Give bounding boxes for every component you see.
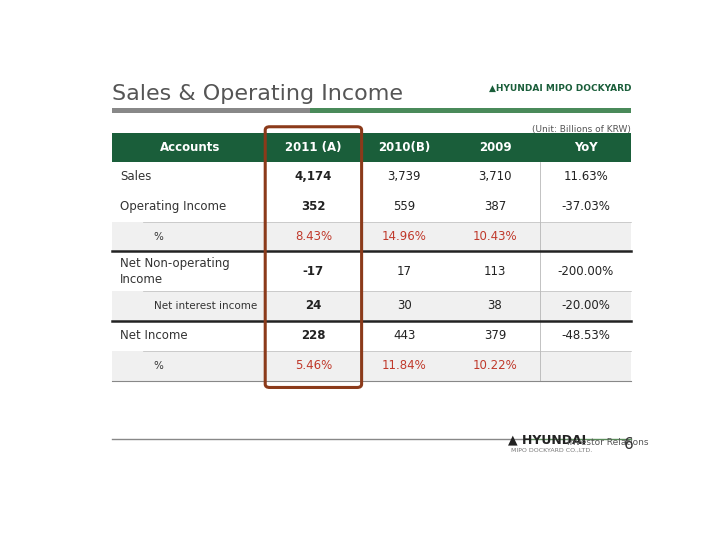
- Text: 4,174: 4,174: [294, 170, 332, 183]
- Text: -37.03%: -37.03%: [562, 200, 611, 213]
- Text: %: %: [154, 232, 163, 241]
- Text: 228: 228: [301, 329, 325, 342]
- Bar: [112, 161, 631, 192]
- Bar: [541, 133, 631, 161]
- Text: -17: -17: [303, 265, 324, 278]
- Text: -200.00%: -200.00%: [558, 265, 614, 278]
- Text: 11.63%: 11.63%: [564, 170, 608, 183]
- Text: -48.53%: -48.53%: [562, 329, 611, 342]
- Text: 10.22%: 10.22%: [472, 359, 518, 373]
- Text: 10.43%: 10.43%: [473, 230, 518, 243]
- Bar: [112, 192, 631, 221]
- Text: 38: 38: [487, 300, 503, 313]
- Text: 113: 113: [484, 265, 506, 278]
- Text: Investor Relations: Investor Relations: [567, 437, 649, 447]
- Text: %: %: [154, 361, 163, 371]
- Bar: [449, 133, 541, 161]
- Text: 24: 24: [305, 300, 322, 313]
- Text: 387: 387: [484, 200, 506, 213]
- Text: ▲ HYUNDAI: ▲ HYUNDAI: [508, 434, 587, 447]
- Text: ▲HYUNDAI MIPO DOCKYARD: ▲HYUNDAI MIPO DOCKYARD: [489, 84, 631, 92]
- Text: 3,710: 3,710: [478, 170, 512, 183]
- Bar: [112, 133, 268, 161]
- Text: Accounts: Accounts: [160, 141, 220, 154]
- Text: 559: 559: [393, 200, 415, 213]
- Text: Net Income: Net Income: [120, 329, 188, 342]
- Text: 11.84%: 11.84%: [382, 359, 426, 373]
- Text: -20.00%: -20.00%: [562, 300, 611, 313]
- Bar: [112, 107, 310, 113]
- Text: MIPO DOCKYARD CO.,LTD.: MIPO DOCKYARD CO.,LTD.: [511, 447, 593, 453]
- Bar: [268, 133, 359, 161]
- Text: (Unit: Billions of KRW): (Unit: Billions of KRW): [532, 125, 631, 134]
- Text: 3,739: 3,739: [387, 170, 421, 183]
- Text: Sales: Sales: [120, 170, 151, 183]
- Text: 2011 (A): 2011 (A): [285, 141, 342, 154]
- Text: 2010(B): 2010(B): [378, 141, 431, 154]
- Bar: [112, 252, 631, 291]
- Text: 2009: 2009: [479, 141, 511, 154]
- Text: Sales & Operating Income: Sales & Operating Income: [112, 84, 403, 104]
- Bar: [112, 351, 631, 381]
- Text: 443: 443: [393, 329, 415, 342]
- Text: Net interest income: Net interest income: [154, 301, 257, 311]
- Bar: [112, 291, 631, 321]
- Text: Net Non-operating
Income: Net Non-operating Income: [120, 256, 230, 286]
- Bar: [112, 221, 631, 252]
- Text: 17: 17: [397, 265, 412, 278]
- Text: YoY: YoY: [574, 141, 598, 154]
- Text: 14.96%: 14.96%: [382, 230, 427, 243]
- Text: 5.46%: 5.46%: [294, 359, 332, 373]
- Text: 352: 352: [301, 200, 325, 213]
- Text: 8.43%: 8.43%: [295, 230, 332, 243]
- Text: 379: 379: [484, 329, 506, 342]
- Bar: [112, 321, 631, 351]
- Text: Operating Income: Operating Income: [120, 200, 226, 213]
- Bar: [359, 133, 449, 161]
- Text: 6: 6: [624, 437, 634, 453]
- Bar: [310, 107, 631, 113]
- Text: 30: 30: [397, 300, 412, 313]
